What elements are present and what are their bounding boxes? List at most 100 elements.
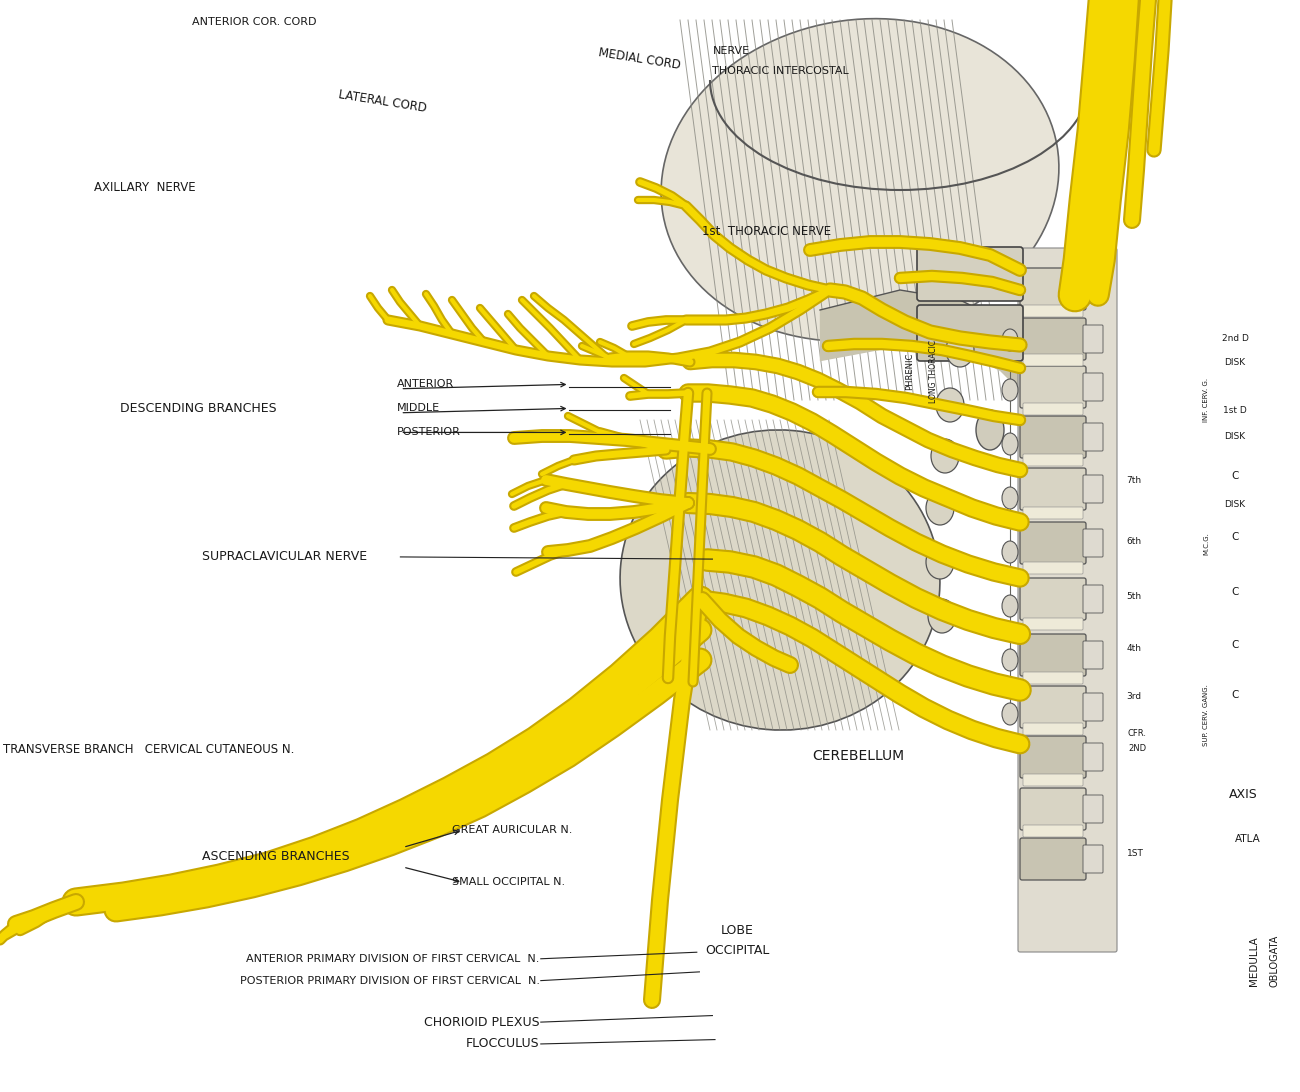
FancyBboxPatch shape	[1083, 845, 1102, 873]
Ellipse shape	[946, 333, 974, 367]
Ellipse shape	[1002, 541, 1018, 563]
FancyBboxPatch shape	[1023, 672, 1083, 684]
FancyBboxPatch shape	[1023, 723, 1083, 735]
Text: LONG THORACIC: LONG THORACIC	[930, 340, 937, 403]
Ellipse shape	[931, 439, 959, 473]
Text: AXILLARY  NERVE: AXILLARY NERVE	[94, 181, 195, 194]
Text: AXIS: AXIS	[1228, 788, 1257, 802]
FancyBboxPatch shape	[1020, 522, 1086, 563]
FancyBboxPatch shape	[1020, 268, 1086, 310]
Text: OCCIPITAL: OCCIPITAL	[705, 943, 770, 957]
FancyBboxPatch shape	[1020, 788, 1086, 830]
Ellipse shape	[1002, 487, 1018, 509]
Text: 5th: 5th	[1126, 592, 1141, 601]
Text: OBLOGATA: OBLOGATA	[1269, 935, 1279, 987]
FancyBboxPatch shape	[1020, 578, 1086, 620]
Text: SUP. CERV. GANG.: SUP. CERV. GANG.	[1204, 685, 1209, 746]
Text: 1st  THORACIC NERVE: 1st THORACIC NERVE	[702, 225, 831, 238]
FancyBboxPatch shape	[916, 305, 1023, 361]
FancyBboxPatch shape	[1023, 403, 1083, 415]
Text: 2ND: 2ND	[1128, 744, 1147, 752]
Text: DISK: DISK	[1225, 432, 1245, 441]
FancyBboxPatch shape	[1020, 318, 1086, 360]
FancyBboxPatch shape	[1020, 366, 1086, 408]
Text: C: C	[1231, 532, 1239, 543]
Text: CFR.: CFR.	[1128, 729, 1147, 738]
Text: POSTERIOR PRIMARY DIVISION OF FIRST CERVICAL  N.: POSTERIOR PRIMARY DIVISION OF FIRST CERV…	[239, 975, 540, 986]
Ellipse shape	[1002, 329, 1018, 351]
Text: LOBE: LOBE	[720, 924, 754, 937]
Text: DISK: DISK	[1225, 358, 1245, 367]
Ellipse shape	[1002, 434, 1018, 455]
Text: ANTERIOR COR. CORD: ANTERIOR COR. CORD	[192, 16, 317, 27]
Text: C: C	[1231, 471, 1239, 482]
FancyBboxPatch shape	[1020, 686, 1086, 728]
FancyBboxPatch shape	[1018, 248, 1117, 952]
FancyBboxPatch shape	[1083, 795, 1102, 823]
FancyBboxPatch shape	[1083, 529, 1102, 557]
Ellipse shape	[1002, 703, 1018, 725]
Ellipse shape	[1002, 649, 1018, 670]
Text: M.C.G.: M.C.G.	[1204, 533, 1209, 555]
Ellipse shape	[662, 19, 1060, 342]
Ellipse shape	[1002, 379, 1018, 401]
FancyBboxPatch shape	[1020, 468, 1086, 510]
FancyBboxPatch shape	[1020, 416, 1086, 458]
FancyBboxPatch shape	[1083, 275, 1102, 302]
Ellipse shape	[620, 430, 940, 731]
Text: SMALL OCCIPITAL N.: SMALL OCCIPITAL N.	[452, 877, 566, 888]
Text: 1st D: 1st D	[1223, 406, 1247, 415]
Ellipse shape	[976, 410, 1004, 450]
Ellipse shape	[1002, 595, 1018, 617]
Text: SUPRACLAVICULAR NERVE: SUPRACLAVICULAR NERVE	[202, 550, 367, 563]
FancyBboxPatch shape	[1023, 454, 1083, 466]
Text: 6th: 6th	[1126, 537, 1141, 546]
FancyBboxPatch shape	[1083, 325, 1102, 353]
Ellipse shape	[928, 600, 956, 633]
Text: DISK: DISK	[1225, 500, 1245, 509]
Text: PHRENIC: PHRENIC	[906, 353, 914, 390]
Text: POSTERIOR: POSTERIOR	[396, 427, 460, 438]
Text: MEDULLA: MEDULLA	[1249, 936, 1260, 986]
Text: INF. CERV. G.: INF. CERV. G.	[1204, 378, 1209, 422]
Ellipse shape	[926, 491, 954, 525]
Text: GREAT AURICULAR N.: GREAT AURICULAR N.	[452, 824, 573, 835]
Text: TRANSVERSE BRANCH   CERVICAL CUTANEOUS N.: TRANSVERSE BRANCH CERVICAL CUTANEOUS N.	[3, 743, 294, 756]
Text: C: C	[1231, 586, 1239, 597]
FancyBboxPatch shape	[1023, 618, 1083, 630]
FancyBboxPatch shape	[916, 247, 1023, 301]
Text: ANTERIOR PRIMARY DIVISION OF FIRST CERVICAL  N.: ANTERIOR PRIMARY DIVISION OF FIRST CERVI…	[246, 953, 540, 964]
Text: CHORIOID PLEXUS: CHORIOID PLEXUS	[424, 1016, 540, 1029]
FancyBboxPatch shape	[1020, 838, 1086, 880]
FancyBboxPatch shape	[1023, 354, 1083, 366]
Text: LATERAL CORD: LATERAL CORD	[338, 88, 428, 115]
Text: THORACIC INTERCOSTAL: THORACIC INTERCOSTAL	[712, 66, 849, 76]
FancyBboxPatch shape	[1083, 475, 1102, 503]
Text: 7th: 7th	[1126, 476, 1141, 485]
FancyBboxPatch shape	[1023, 774, 1083, 786]
Text: C: C	[1231, 689, 1239, 700]
Ellipse shape	[936, 388, 965, 422]
Text: MEDIAL CORD: MEDIAL CORD	[598, 46, 682, 72]
Text: DESCENDING BRANCHES: DESCENDING BRANCHES	[120, 402, 276, 415]
Text: MIDDLE: MIDDLE	[396, 403, 439, 414]
FancyBboxPatch shape	[1023, 305, 1083, 317]
FancyBboxPatch shape	[1020, 634, 1086, 676]
Text: 3rd: 3rd	[1126, 692, 1141, 701]
Text: 4th: 4th	[1126, 644, 1141, 653]
Text: CEREBELLUM: CEREBELLUM	[812, 749, 904, 762]
Text: 2nd D: 2nd D	[1222, 334, 1248, 343]
FancyBboxPatch shape	[1083, 693, 1102, 721]
Text: NERVE: NERVE	[712, 46, 750, 57]
FancyBboxPatch shape	[1023, 824, 1083, 836]
Text: C: C	[1231, 640, 1239, 651]
FancyBboxPatch shape	[1023, 507, 1083, 519]
Text: 1ST: 1ST	[1127, 850, 1143, 858]
FancyBboxPatch shape	[1083, 585, 1102, 613]
FancyBboxPatch shape	[1083, 743, 1102, 771]
FancyBboxPatch shape	[1083, 423, 1102, 451]
Text: ASCENDING BRANCHES: ASCENDING BRANCHES	[202, 850, 350, 863]
Text: FLOCCULUS: FLOCCULUS	[465, 1037, 540, 1051]
Text: ANTERIOR: ANTERIOR	[396, 379, 454, 390]
Ellipse shape	[926, 545, 954, 579]
